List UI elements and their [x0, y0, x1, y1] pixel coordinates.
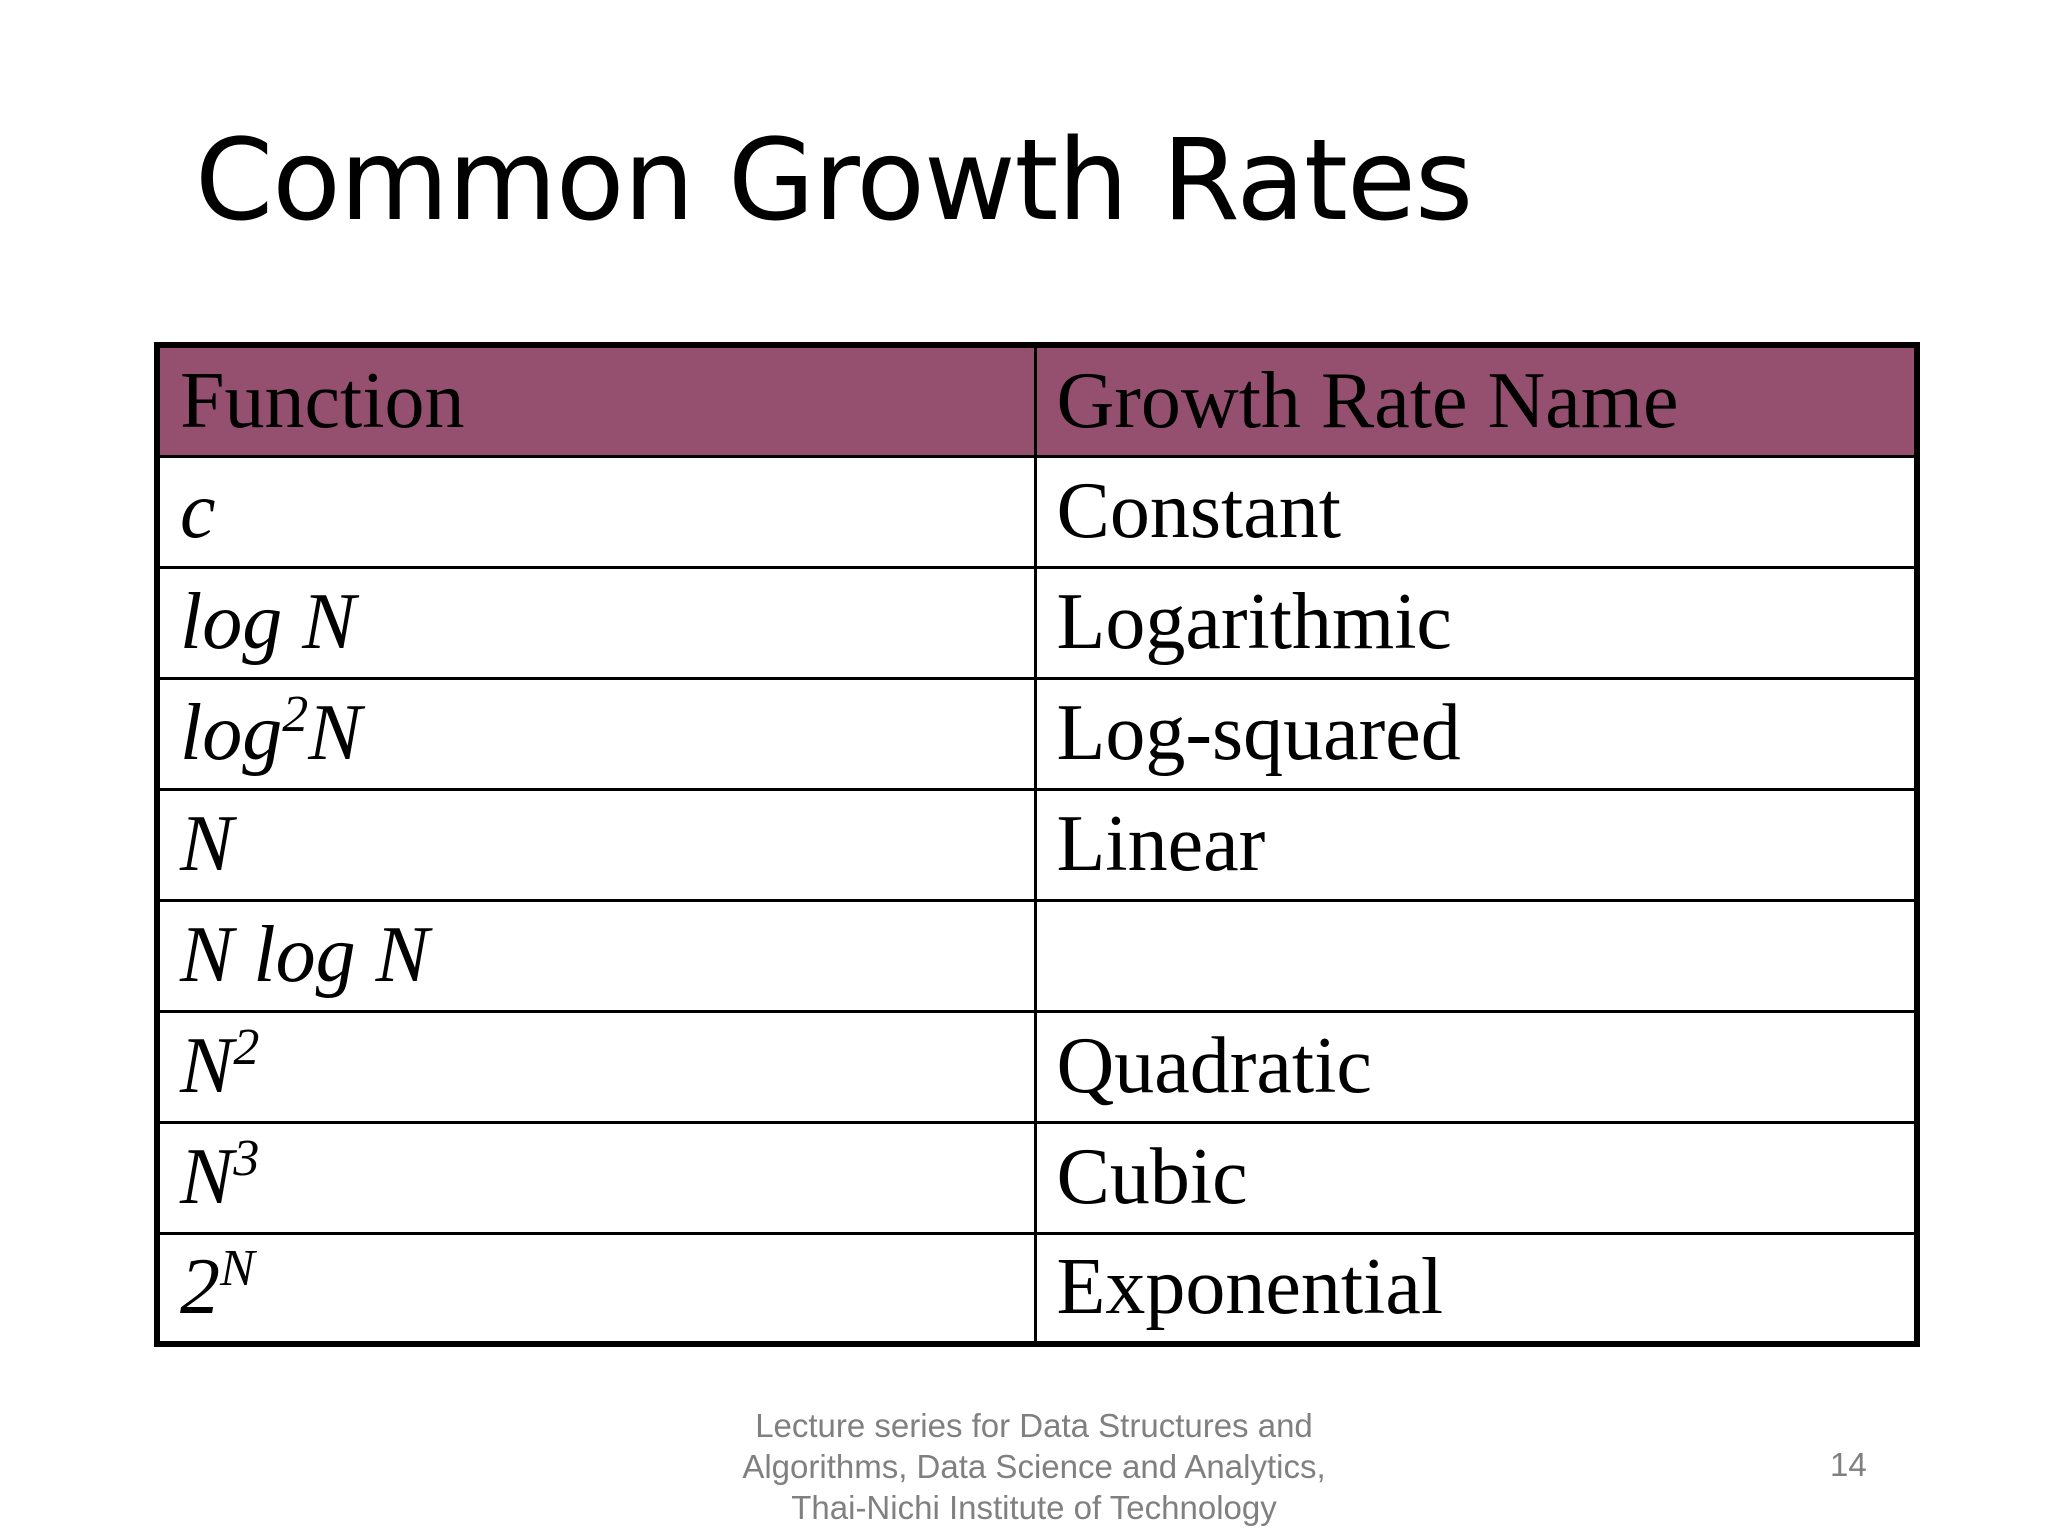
table-row: 2N Exponential: [155, 1231, 1919, 1346]
growth-name-cell: Logarithmic: [1033, 565, 1919, 680]
function-cell: log N: [155, 565, 1037, 680]
function-cell: N log N: [155, 898, 1037, 1013]
footer-line: Lecture series for Data Structures and: [755, 1407, 1313, 1444]
table-row: log2N Log-squared: [155, 676, 1919, 791]
growth-name-cell: [1033, 898, 1919, 1013]
page-number: 14: [1830, 1446, 1867, 1483]
function-cell: N: [155, 787, 1037, 902]
header-function: Function: [155, 343, 1037, 458]
growth-rates-table: Function Growth Rate Name c Constant log…: [154, 342, 1920, 1347]
growth-name-cell: Cubic: [1033, 1120, 1919, 1235]
function-cell: log2N: [155, 676, 1037, 791]
table-row: N2 Quadratic: [155, 1009, 1919, 1124]
table-row: N Linear: [155, 787, 1919, 902]
function-cell: N3: [155, 1120, 1037, 1235]
growth-name-cell: Linear: [1033, 787, 1919, 902]
header-growth-rate-name: Growth Rate Name: [1033, 343, 1919, 458]
footer-course-info: Lecture series for Data Structures and A…: [680, 1405, 1388, 1528]
function-cell: 2N: [155, 1231, 1037, 1346]
table-row: N log N: [155, 898, 1919, 1013]
growth-name-cell: Exponential: [1033, 1231, 1919, 1346]
footer-line: Algorithms, Data Science and Analytics,: [742, 1448, 1326, 1485]
table-row: c Constant: [155, 454, 1919, 569]
function-cell: c: [155, 454, 1037, 569]
growth-name-cell: Constant: [1033, 454, 1919, 569]
growth-name-cell: Log-squared: [1033, 676, 1919, 791]
table-row: N3 Cubic: [155, 1120, 1919, 1235]
table-header-row: Function Growth Rate Name: [155, 343, 1919, 458]
slide-title: Common Growth Rates: [195, 116, 1473, 246]
footer-line: Thai-Nichi Institute of Technology: [791, 1489, 1277, 1526]
function-cell: N2: [155, 1009, 1037, 1124]
growth-name-cell: Quadratic: [1033, 1009, 1919, 1124]
table-row: log N Logarithmic: [155, 565, 1919, 680]
